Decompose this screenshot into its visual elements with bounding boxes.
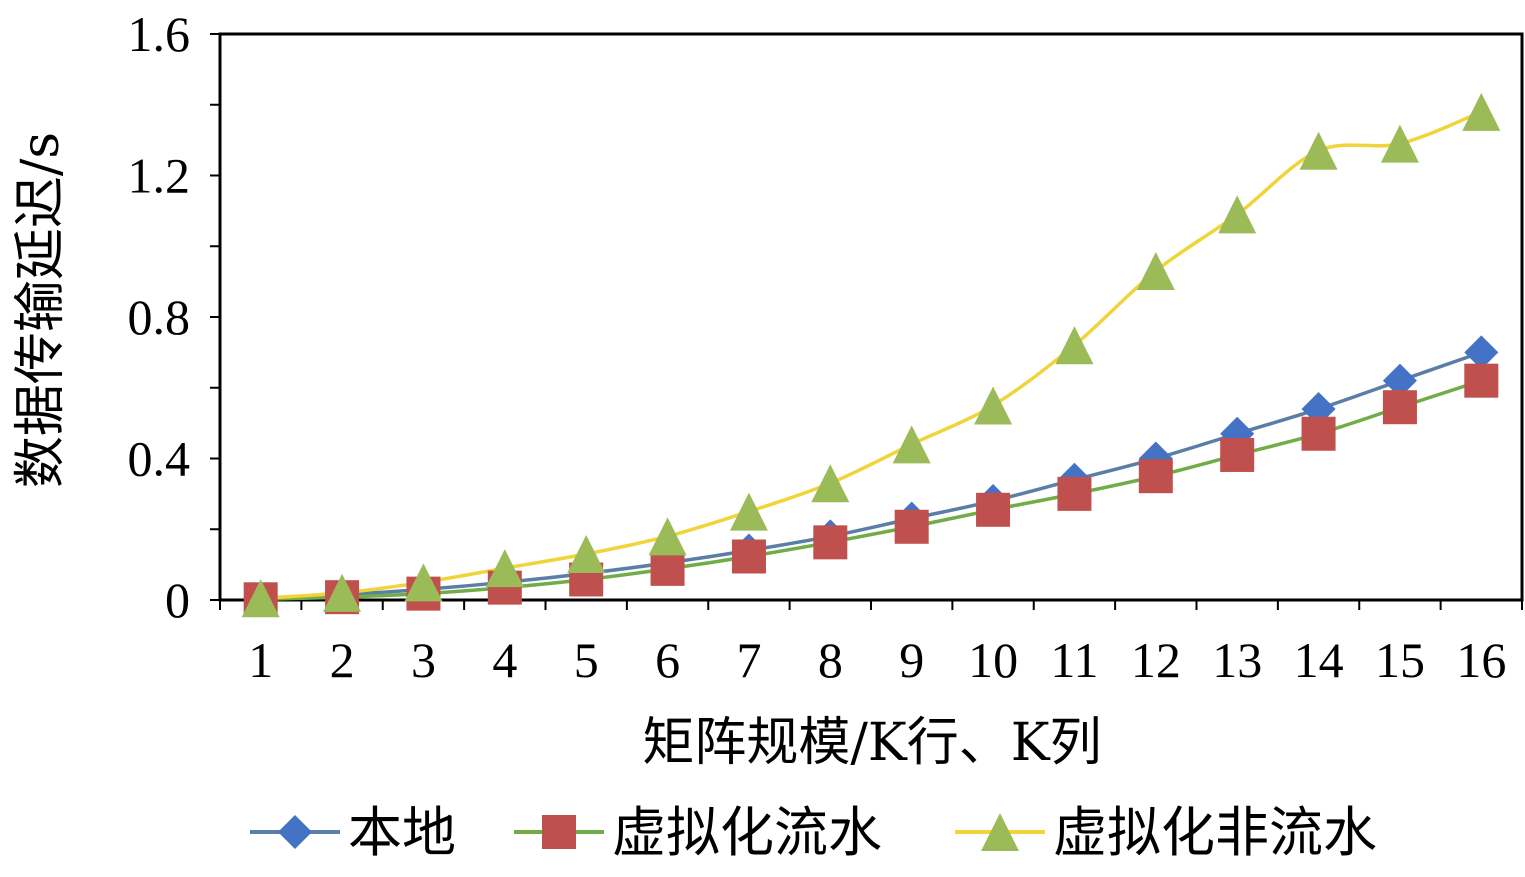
y-tick-label: 1.6: [128, 6, 191, 62]
x-tick-label: 3: [411, 632, 436, 688]
x-tick-label: 10: [968, 632, 1018, 688]
legend-marker-1: [278, 815, 312, 849]
data-point-series-2: [1220, 437, 1255, 472]
legend-label-3: 虚拟化非流水: [1053, 801, 1377, 864]
data-point-series-3: [404, 563, 443, 602]
y-tick-label: 0: [165, 572, 190, 628]
data-point-series-2: [1301, 416, 1336, 451]
data-point-series-2: [1464, 363, 1499, 398]
data-point-series-3: [648, 517, 687, 556]
data-point-series-1: [1464, 335, 1499, 370]
data-point-series-3: [729, 492, 768, 531]
plot-area: [218, 32, 1524, 602]
x-tick-label: 6: [655, 632, 680, 688]
x-tick-label: 7: [736, 632, 761, 688]
data-point-series-3: [323, 573, 362, 612]
data-point-series-3: [811, 464, 850, 503]
data-point-series-3: [1462, 92, 1501, 131]
data-point-series-2: [976, 492, 1011, 527]
x-tick-label: 9: [899, 632, 924, 688]
x-tick-label: 14: [1294, 632, 1344, 688]
series-line-3: [260, 110, 1482, 600]
data-point-series-3: [974, 386, 1013, 425]
x-axis-ticks: 1 2 3 4 5 6 7 8 9 10 11 12 13 14 15 16: [219, 600, 1523, 688]
legend-marker-3: [981, 813, 1019, 851]
data-point-series-3: [892, 425, 931, 464]
data-point-series-3: [1055, 326, 1094, 365]
data-point-series-2: [894, 509, 929, 544]
series-line-2: [260, 379, 1482, 602]
x-tick-label: 5: [574, 632, 599, 688]
data-point-series-2: [1138, 459, 1173, 494]
x-tick-label: 11: [1050, 632, 1098, 688]
x-axis-title: 矩阵规模/K行、K列: [642, 713, 1101, 773]
x-tick-label: 4: [492, 632, 517, 688]
data-point-series-3: [1380, 124, 1419, 163]
legend-marker-2: [542, 815, 576, 849]
y-tick-label: 0.4: [128, 431, 191, 487]
data-point-series-3: [1299, 131, 1338, 170]
data-point-series-2: [813, 525, 848, 560]
series-lines: [260, 110, 1482, 602]
data-point-series-2: [1057, 476, 1092, 511]
data-point-series-3: [485, 549, 524, 588]
x-tick-label: 15: [1375, 632, 1425, 688]
series-markers: [241, 92, 1501, 618]
x-tick-label: 2: [330, 632, 355, 688]
legend-label-1: 本地: [348, 801, 456, 864]
y-tick-label: 0.8: [128, 289, 191, 345]
y-tick-label: 1.2: [128, 148, 191, 204]
x-tick-label: 13: [1212, 632, 1262, 688]
series-line-1: [260, 350, 1482, 600]
data-point-series-3: [241, 579, 280, 618]
data-point-series-1: [1382, 363, 1417, 398]
x-tick-label: 1: [248, 632, 273, 688]
y-axis-title: 数据传输延迟/s: [11, 132, 71, 488]
data-point-series-2: [1382, 390, 1417, 425]
x-tick-label: 12: [1131, 632, 1181, 688]
data-point-series-2: [650, 551, 685, 586]
data-point-series-2: [731, 539, 766, 574]
data-point-series-3: [567, 535, 606, 574]
legend: 本地 虚拟化流水 虚拟化非流水: [250, 801, 1377, 864]
y-axis-ticks: 0 0.4 0.8 1.2 1.6: [128, 6, 220, 628]
x-tick-label: 16: [1456, 632, 1506, 688]
data-point-series-3: [1218, 195, 1257, 234]
x-tick-label: 8: [818, 632, 843, 688]
data-point-series-3: [1136, 252, 1175, 291]
legend-label-2: 虚拟化流水: [612, 801, 882, 864]
